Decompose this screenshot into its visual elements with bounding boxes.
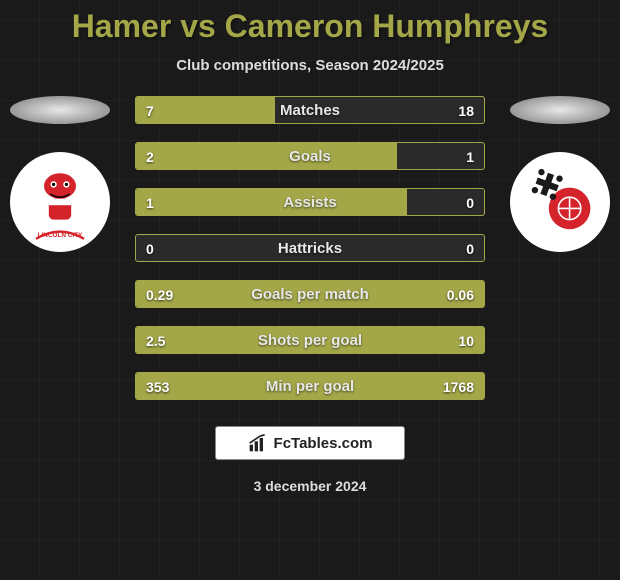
stat-label: Min per goal [136,373,484,400]
stat-value-right: 0.06 [437,281,484,308]
team-left-shadow [10,96,110,124]
stat-value-left: 7 [136,97,164,124]
stat-value-left: 2 [136,143,164,170]
date-text: 3 december 2024 [0,478,620,494]
subtitle: Club competitions, Season 2024/2025 [0,57,620,74]
stats-rows: Matches718Goals21Assists10Hattricks00Goa… [135,96,485,400]
stat-value-right: 0 [456,189,484,216]
page-title: Hamer vs Cameron Humphreys [0,0,620,45]
stat-value-right: 0 [456,235,484,262]
stat-label: Hattricks [136,235,484,262]
stat-value-left: 0.29 [136,281,183,308]
stat-label: Assists [136,189,484,216]
stat-value-left: 1 [136,189,164,216]
svg-text:LINCOLN CITY: LINCOLN CITY [38,232,83,239]
stat-row: Hattricks0 0 [135,234,485,262]
stat-value-right: 18 [448,97,484,124]
branding-badge[interactable]: FcTables.com [215,426,405,460]
stat-row: Goals2 1 [135,142,485,170]
stat-value-right: 1768 [433,373,484,400]
stat-row: Min per goal353 1768 [135,372,485,400]
stat-value-left: 353 [136,373,179,400]
stat-value-right: 1 [456,143,484,170]
stat-row: Goals per match0.29 0.06 [135,280,485,308]
rotherham-crest-icon [520,162,600,242]
branding-text: FcTables.com [274,435,373,452]
team-right-crest [510,152,610,252]
team-right-column [510,96,610,252]
team-right-shadow [510,96,610,124]
chart-icon [248,433,268,453]
lincoln-crest-icon: LINCOLN CITY [20,162,100,242]
team-left-crest: LINCOLN CITY [10,152,110,252]
stat-row: Matches7 18 [135,96,485,124]
stats-area: LINCOLN CITY Matc [0,96,620,400]
stat-value-right: 10 [448,327,484,354]
stat-value-left: 0 [136,235,164,262]
stat-row: Shots per goal2.5 10 [135,326,485,354]
stat-label: Goals [136,143,484,170]
stat-value-left: 2.5 [136,327,175,354]
stat-label: Matches [136,97,484,124]
stat-label: Shots per goal [136,327,484,354]
team-left-column: LINCOLN CITY [10,96,110,252]
stat-row: Assists1 0 [135,188,485,216]
stat-label: Goals per match [136,281,484,308]
